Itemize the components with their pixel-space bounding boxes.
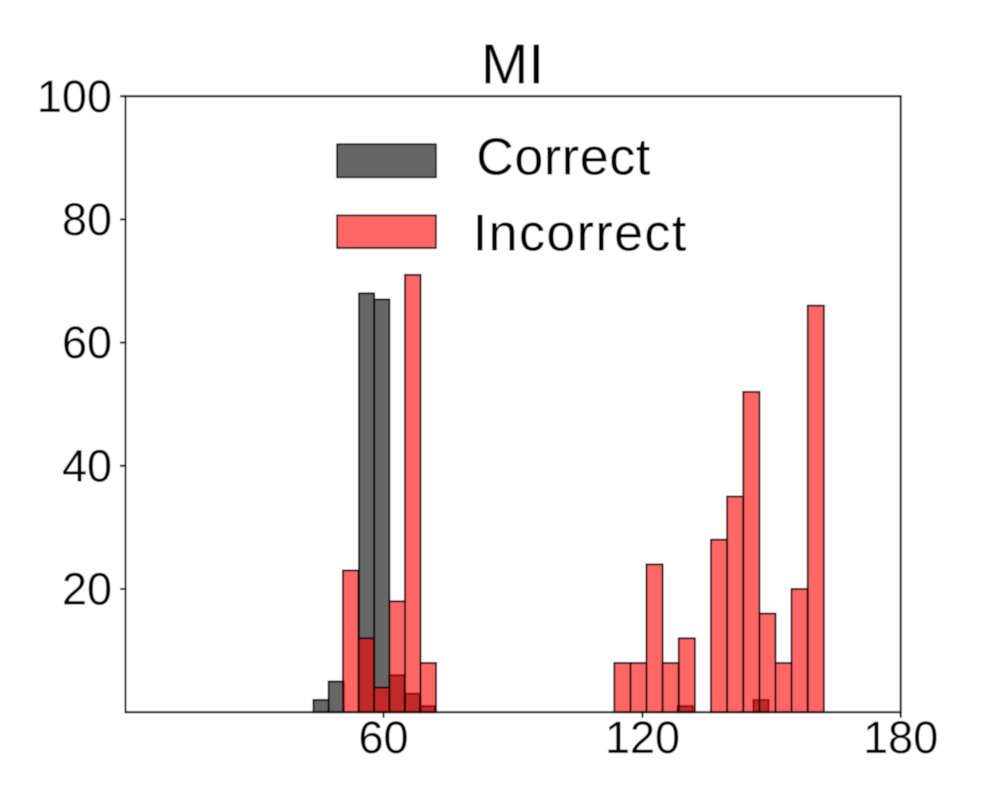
svg-text:60: 60 (62, 317, 112, 368)
svg-text:Correct: Correct (476, 129, 651, 187)
svg-text:180: 180 (863, 712, 938, 763)
svg-text:MI: MI (481, 33, 544, 97)
svg-text:80: 80 (62, 194, 112, 245)
svg-text:60: 60 (358, 712, 408, 763)
svg-text:100: 100 (37, 71, 112, 122)
svg-text:40: 40 (62, 440, 112, 491)
svg-text:120: 120 (605, 712, 680, 763)
svg-text:Incorrect: Incorrect (473, 204, 688, 262)
svg-text:20: 20 (62, 564, 112, 615)
